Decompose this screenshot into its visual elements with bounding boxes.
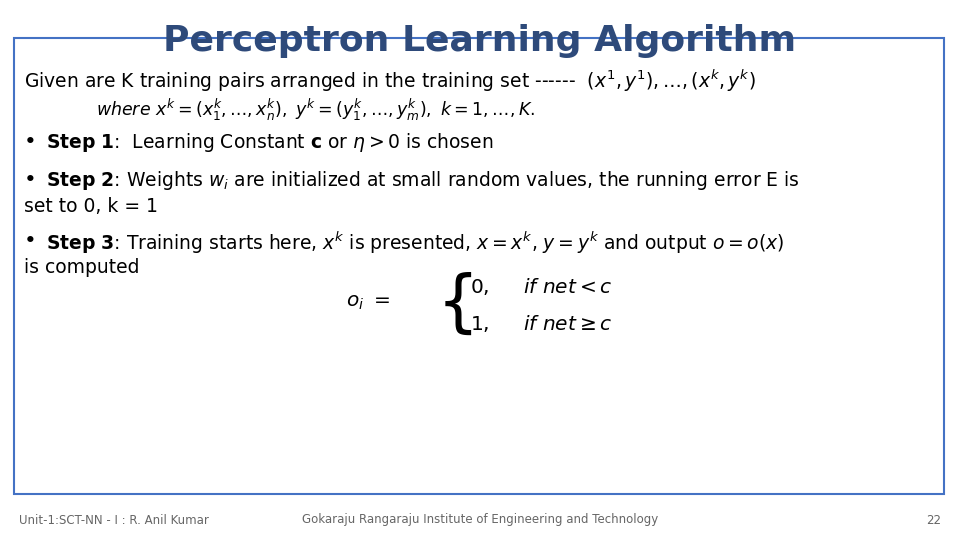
FancyBboxPatch shape (14, 38, 944, 494)
Text: Given are K training pairs arranged in the training set ------  $(x^1, y^1), \ld: Given are K training pairs arranged in t… (24, 68, 756, 94)
Text: $0,$: $0,$ (470, 277, 490, 298)
Text: $if\ net \geq c$: $if\ net \geq c$ (523, 314, 612, 334)
Text: $\mathbf{Step\ 2}$: Weights $w_i$ are initialized at small random values, the ru: $\mathbf{Step\ 2}$: Weights $w_i$ are in… (46, 169, 800, 192)
Text: •: • (24, 170, 36, 190)
Text: Unit-1:SCT-NN - I : R. Anil Kumar: Unit-1:SCT-NN - I : R. Anil Kumar (19, 514, 209, 526)
Text: •: • (24, 132, 36, 152)
Text: $1,$: $1,$ (470, 314, 490, 334)
Text: $\mathbf{Step\ 3}$: Training starts here, $x^k$ is presented, $x = x^k$, $y = y^: $\mathbf{Step\ 3}$: Training starts here… (46, 230, 784, 256)
Text: Perceptron Learning Algorithm: Perceptron Learning Algorithm (163, 24, 797, 58)
Text: •: • (24, 231, 36, 251)
Text: is computed: is computed (24, 258, 139, 277)
Text: $o_i\ =$: $o_i\ =$ (346, 293, 390, 312)
Text: {: { (437, 272, 479, 338)
Text: $\mathbf{Step\ 1}$:  Learning Constant $\mathbf{c}$ or $\eta > 0$ is chosen: $\mathbf{Step\ 1}$: Learning Constant $\… (46, 131, 493, 154)
Text: $if\ net < c$: $if\ net < c$ (523, 278, 612, 297)
Text: 22: 22 (925, 514, 941, 526)
Text: where $x^k = (x_1^k, \ldots, x_n^k),\ y^k = (y_1^k, \ldots, y_m^k),\ k = 1, \ldo: where $x^k = (x_1^k, \ldots, x_n^k),\ y^… (96, 97, 535, 124)
Text: set to 0, k = 1: set to 0, k = 1 (24, 197, 158, 216)
Text: Gokaraju Rangaraju Institute of Engineering and Technology: Gokaraju Rangaraju Institute of Engineer… (301, 514, 659, 526)
